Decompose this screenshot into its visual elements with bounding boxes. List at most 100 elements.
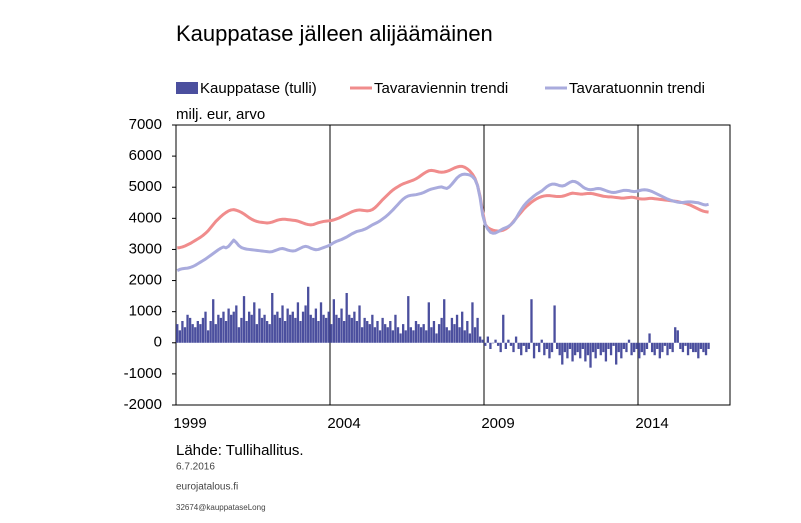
bar bbox=[401, 324, 405, 343]
bar bbox=[199, 324, 202, 343]
bar bbox=[417, 324, 420, 343]
bar bbox=[222, 311, 225, 343]
bar bbox=[324, 317, 328, 343]
bar bbox=[217, 314, 220, 343]
bar bbox=[245, 321, 248, 343]
bar bbox=[478, 336, 482, 343]
bar bbox=[648, 333, 651, 343]
bar bbox=[427, 302, 430, 343]
x-tick-label: 2014 bbox=[635, 415, 668, 432]
bar bbox=[527, 342, 531, 349]
x-tick-label: 2004 bbox=[327, 415, 360, 432]
bar bbox=[268, 324, 271, 343]
bar bbox=[676, 330, 679, 343]
bar bbox=[445, 327, 448, 343]
bar bbox=[204, 311, 207, 343]
bar bbox=[335, 314, 338, 343]
bar bbox=[694, 342, 697, 353]
bar bbox=[491, 342, 495, 344]
bar bbox=[555, 342, 559, 349]
bar bbox=[265, 321, 269, 343]
bar bbox=[314, 308, 318, 343]
bar bbox=[658, 342, 661, 359]
bar bbox=[532, 342, 536, 359]
bar bbox=[632, 342, 636, 353]
bar bbox=[286, 308, 289, 343]
legend-swatch bbox=[176, 82, 198, 94]
bar bbox=[540, 339, 543, 343]
bar bbox=[307, 286, 310, 343]
bar bbox=[322, 314, 325, 343]
bar bbox=[707, 342, 710, 349]
y-tick-label: -1000 bbox=[124, 365, 162, 382]
bar bbox=[609, 342, 613, 356]
bar bbox=[237, 327, 241, 343]
bar bbox=[381, 317, 384, 343]
bar bbox=[425, 330, 428, 343]
bar bbox=[481, 339, 484, 343]
bar bbox=[450, 317, 454, 343]
bar bbox=[371, 314, 374, 343]
bar bbox=[486, 336, 490, 343]
bar bbox=[283, 321, 287, 343]
bar bbox=[389, 321, 392, 343]
bar bbox=[504, 342, 507, 349]
bar bbox=[509, 342, 513, 346]
bar bbox=[219, 317, 223, 343]
bar bbox=[384, 324, 387, 343]
bar bbox=[214, 324, 217, 343]
bar bbox=[689, 342, 692, 349]
bar bbox=[468, 333, 472, 343]
bar bbox=[342, 321, 346, 343]
bar bbox=[517, 342, 520, 349]
bar bbox=[548, 342, 551, 359]
bar bbox=[260, 317, 264, 343]
bar bbox=[242, 296, 246, 343]
bar bbox=[571, 342, 574, 362]
bar bbox=[525, 342, 528, 353]
bar bbox=[240, 317, 243, 343]
bar bbox=[594, 342, 597, 359]
y-tick-label: 5000 bbox=[129, 178, 162, 195]
bar bbox=[289, 314, 292, 343]
bar bbox=[597, 342, 600, 349]
bar bbox=[386, 327, 389, 343]
bar bbox=[586, 342, 590, 356]
bar bbox=[330, 324, 333, 343]
bar bbox=[699, 342, 703, 349]
bar bbox=[271, 293, 274, 343]
bar bbox=[227, 308, 230, 343]
bar bbox=[640, 342, 644, 353]
legend-label: Tavaratuonnin trendi bbox=[569, 80, 705, 97]
bar bbox=[489, 342, 492, 349]
bar bbox=[348, 314, 351, 343]
bar bbox=[684, 342, 687, 346]
y-axis-label: milj. eur, arvo bbox=[176, 106, 265, 123]
bar bbox=[360, 327, 364, 343]
bar bbox=[430, 327, 433, 343]
bar bbox=[412, 330, 415, 343]
bar bbox=[353, 311, 356, 343]
bar bbox=[538, 342, 541, 353]
bar bbox=[247, 311, 251, 343]
bar bbox=[276, 311, 279, 343]
bar bbox=[471, 302, 474, 343]
bar bbox=[553, 305, 556, 343]
bar bbox=[224, 321, 228, 343]
bar bbox=[206, 330, 210, 343]
bar bbox=[494, 339, 497, 343]
bar bbox=[589, 342, 592, 368]
bar bbox=[404, 330, 407, 343]
source: Lähde: Tullihallitus. bbox=[176, 442, 304, 459]
bar bbox=[327, 311, 330, 343]
bar bbox=[332, 299, 336, 343]
bar bbox=[520, 342, 523, 356]
bar bbox=[638, 342, 641, 359]
bar bbox=[653, 342, 656, 356]
note: 32674@kauppataseLong bbox=[176, 503, 266, 512]
bar bbox=[650, 342, 654, 353]
y-tick-label: 7000 bbox=[129, 116, 162, 133]
bar bbox=[576, 342, 579, 353]
bar bbox=[612, 342, 615, 346]
bar bbox=[702, 342, 705, 353]
